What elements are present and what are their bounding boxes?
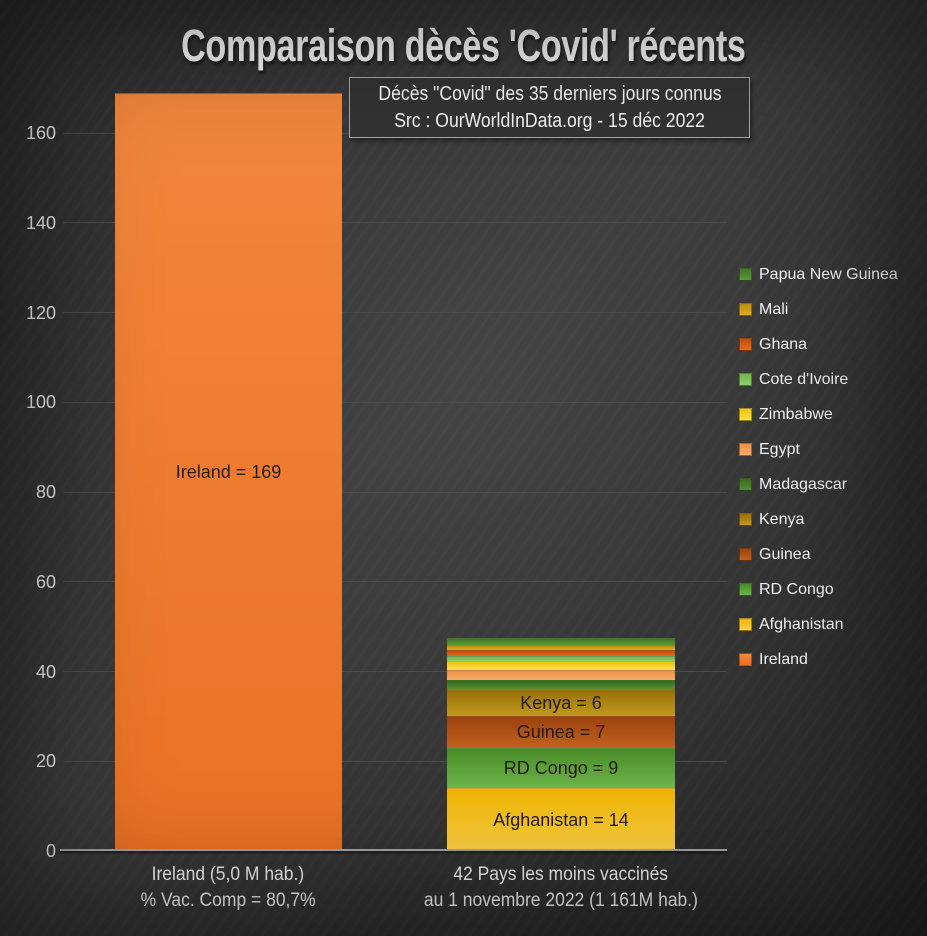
y-tick-label-0: 0	[45, 841, 56, 861]
y-tick-label-160: 160	[25, 123, 56, 143]
legend-item-afghanistan: Afghanistan	[739, 607, 898, 642]
gridline-40	[63, 671, 727, 672]
x-axis-line	[60, 849, 727, 851]
legend-item-rd-congo: RD Congo	[739, 572, 898, 607]
legend-label: Cote d'Ivoire	[759, 370, 849, 388]
subtitle-box: Décès "Covid" des 35 derniers jours conn…	[349, 77, 750, 138]
legend-label: Egypt	[759, 440, 800, 458]
legend-swatch-icon	[739, 373, 752, 386]
bar-segment-zimbabwe	[447, 661, 675, 670]
bar-segment-madagascar	[447, 679, 675, 690]
legend-item-mali: Mali	[739, 292, 898, 327]
legend-item-zimbabwe: Zimbabwe	[739, 397, 898, 432]
gridline-20	[63, 760, 727, 762]
bar-segment-rd-congo: RD Congo = 9	[447, 747, 675, 789]
y-tick-label-80: 80	[35, 482, 56, 502]
y-tick-label-140: 140	[25, 212, 56, 233]
bar-segment-cote-d-ivoire	[447, 656, 675, 662]
gridline-80	[63, 491, 727, 493]
gridline-140	[63, 222, 727, 224]
y-tick-label-40: 40	[35, 661, 56, 682]
segment-label: Ireland = 169	[175, 461, 282, 482]
legend-item-guinea: Guinea	[739, 537, 898, 572]
legend-label: Mali	[759, 300, 789, 318]
chart-title: Comparaison dècès 'Covid' récents	[0, 20, 927, 72]
legend-label: Afghanistan	[759, 615, 844, 633]
legend: Papua New Guinea Mali Ghana Cote d'Ivoire Zi…	[739, 257, 898, 677]
legend-swatch-icon	[739, 548, 752, 561]
segment-label: Guinea = 7	[516, 722, 606, 743]
bar-ireland: Ireland = 169	[115, 92, 342, 851]
y-tick-label-120: 120	[25, 302, 56, 323]
y-tick-label-20: 20	[35, 751, 56, 772]
legend-swatch-icon	[739, 303, 752, 316]
bar-segment-papua-new-guinea	[447, 637, 675, 645]
legend-item-kenya: Kenya	[739, 502, 898, 537]
legend-swatch-icon	[739, 513, 752, 526]
legend-label: Zimbabwe	[759, 405, 833, 423]
legend-item-papua-new-guinea: Papua New Guinea	[739, 257, 898, 292]
subtitle-line2: Src : OurWorldInData.org - 15 déc 2022	[394, 109, 705, 132]
bar-segment-mali	[447, 644, 675, 650]
bar-segment-guinea: Guinea = 7	[447, 716, 675, 748]
legend-label: Papua New Guinea	[759, 265, 898, 283]
legend-swatch-icon	[739, 618, 752, 631]
segment-label: Afghanistan = 14	[493, 809, 629, 830]
y-tick-label-60: 60	[35, 571, 56, 592]
bar-segment-ireland: Ireland = 169	[115, 92, 342, 851]
gridline-60	[63, 581, 727, 583]
chart-title-text: Comparaison dècès 'Covid' récents	[181, 20, 746, 71]
legend-label: Ireland	[759, 650, 808, 668]
legend-item-egypt: Egypt	[739, 432, 898, 467]
legend-swatch-icon	[739, 443, 752, 456]
bar-segment-afghanistan: Afghanistan = 14	[447, 788, 675, 851]
legend-item-ireland: Ireland	[739, 642, 898, 677]
subtitle-line1: Décès "Covid" des 35 derniers jours conn…	[377, 82, 722, 105]
legend-label: Madagascar	[759, 475, 848, 493]
legend-label: RD Congo	[759, 580, 834, 598]
legend-swatch-icon	[739, 653, 752, 666]
bar-segment-egypt	[447, 669, 675, 680]
segment-label: RD Congo = 9	[503, 758, 619, 778]
legend-label: Kenya	[759, 510, 805, 528]
legend-swatch-icon	[739, 478, 752, 491]
category-label-42-pays: 42 Pays les moins vaccinés au 1 novembre…	[423, 864, 699, 911]
bar-42-least-vaccinated: Afghanistan = 14 RD Congo = 9 Guinea = 7 Ke…	[447, 637, 675, 851]
legend-item-cote-d-ivoire: Cote d'Ivoire	[739, 362, 898, 397]
legend-swatch-icon	[739, 338, 752, 351]
gridline-100	[63, 401, 727, 403]
legend-item-ghana: Ghana	[739, 327, 898, 362]
bar-segment-kenya: Kenya = 6	[447, 689, 675, 717]
legend-swatch-icon	[739, 408, 752, 421]
legend-label: Guinea	[759, 545, 811, 563]
legend-item-madagascar: Madagascar	[739, 467, 898, 502]
category-label-ireland: Ireland (5,0 M hab.) % Vac. Comp = 80,7%	[140, 864, 316, 911]
segment-label: Kenya = 6	[520, 692, 602, 713]
bar-segment-ghana	[447, 649, 675, 657]
legend-swatch-icon	[739, 583, 752, 596]
legend-swatch-icon	[739, 268, 752, 281]
legend-label: Ghana	[759, 335, 808, 353]
gridline-120	[63, 312, 727, 313]
y-tick-label-100: 100	[25, 392, 56, 413]
